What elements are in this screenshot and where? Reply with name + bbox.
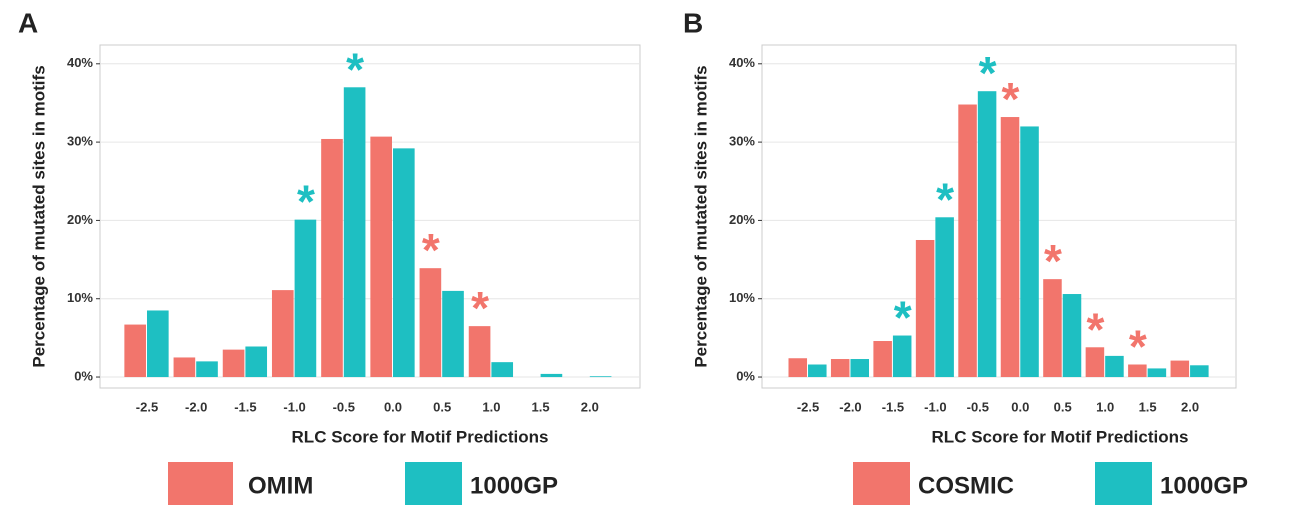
bar (1043, 279, 1062, 378)
bar (222, 349, 245, 378)
significance-marker: * (1086, 303, 1104, 355)
y-tick-label: 40% (729, 55, 755, 70)
significance-marker: * (1129, 321, 1147, 373)
y-tick-label: 40% (67, 55, 93, 70)
x-tick-label: -2.0 (839, 399, 861, 414)
x-tick-label: 2.0 (581, 399, 599, 414)
bar (271, 290, 294, 378)
y-tick-label: 20% (729, 212, 755, 227)
bar (958, 104, 977, 378)
legend-swatch (1095, 462, 1152, 505)
y-tick-label: 30% (729, 134, 755, 149)
x-tick-label: 1.0 (1096, 399, 1114, 414)
x-tick-label: -0.5 (333, 399, 355, 414)
bar (892, 335, 912, 378)
bar (147, 310, 169, 378)
legend-label: COSMIC (918, 472, 1014, 499)
x-tick-label: 0.0 (1011, 399, 1029, 414)
legend-swatch (853, 462, 910, 505)
bar (808, 364, 827, 378)
bar (491, 362, 514, 378)
bar (830, 359, 850, 378)
y-tick-label: 10% (729, 290, 755, 305)
significance-marker: * (979, 47, 997, 99)
bar (370, 136, 392, 378)
x-tick-label: -1.5 (234, 399, 256, 414)
x-tick-label: 2.0 (1181, 399, 1199, 414)
x-tick-label: -1.0 (283, 399, 305, 414)
legend-swatch (405, 462, 462, 505)
significance-marker: * (422, 224, 440, 276)
legend-label: 1000GP (470, 472, 558, 499)
bar (915, 239, 935, 378)
bar (124, 324, 146, 378)
bar (540, 373, 563, 378)
y-axis-title: Percentage of mutated sites in motifs (29, 65, 48, 367)
significance-marker: * (471, 282, 489, 334)
panel-label: A (18, 7, 38, 38)
bar (1062, 294, 1082, 378)
bar (1147, 368, 1167, 378)
bar (589, 376, 612, 378)
bar (173, 357, 196, 378)
bar (935, 217, 954, 378)
plot-area (99, 44, 641, 389)
bar (850, 359, 870, 378)
y-tick-label: 0% (74, 368, 93, 383)
y-tick-label: 20% (67, 212, 93, 227)
x-tick-label: 0.5 (1054, 399, 1072, 414)
bar (1170, 360, 1190, 378)
bar (245, 346, 268, 378)
x-axis-title: RLC Score for Motif Predictions (292, 427, 549, 446)
legend-label: 1000GP (1160, 472, 1248, 499)
y-tick-label: 10% (67, 290, 93, 305)
bar (1000, 117, 1020, 378)
x-tick-label: -0.5 (967, 399, 989, 414)
significance-marker: * (894, 292, 912, 344)
bar (873, 341, 892, 378)
legend-label: OMIM (248, 472, 313, 499)
bar (419, 268, 442, 378)
bar (977, 91, 997, 378)
x-tick-label: 0.5 (433, 399, 451, 414)
significance-marker: * (936, 173, 954, 225)
significance-marker: * (1002, 73, 1020, 125)
x-tick-label: 0.0 (384, 399, 402, 414)
bar (1085, 347, 1105, 378)
bar (442, 290, 464, 378)
x-axis-title: RLC Score for Motif Predictions (932, 427, 1189, 446)
bar (1128, 364, 1147, 378)
x-tick-label: 1.5 (532, 399, 550, 414)
x-tick-label: -2.5 (136, 399, 158, 414)
x-tick-label: -1.5 (882, 399, 904, 414)
legend-swatch (168, 462, 233, 505)
bar (343, 87, 366, 378)
bar (1190, 365, 1209, 378)
bar (1020, 126, 1039, 378)
y-tick-label: 0% (736, 368, 755, 383)
bar (468, 326, 491, 378)
x-tick-label: -2.5 (797, 399, 819, 414)
significance-marker: * (346, 43, 364, 95)
x-tick-label: -2.0 (185, 399, 207, 414)
significance-marker: * (297, 176, 315, 228)
significance-marker: * (1044, 235, 1062, 287)
y-tick-label: 30% (67, 134, 93, 149)
bar (294, 219, 317, 378)
bar (321, 138, 343, 378)
bar (393, 148, 415, 378)
plot-area (761, 44, 1237, 389)
bar (1105, 355, 1124, 378)
x-tick-label: 1.5 (1139, 399, 1157, 414)
y-axis-title: Percentage of mutated sites in motifs (691, 65, 710, 367)
bar (196, 361, 218, 378)
panel-label: B (683, 7, 703, 38)
x-tick-label: -1.0 (924, 399, 946, 414)
bar (788, 358, 808, 378)
x-tick-label: 1.0 (482, 399, 500, 414)
